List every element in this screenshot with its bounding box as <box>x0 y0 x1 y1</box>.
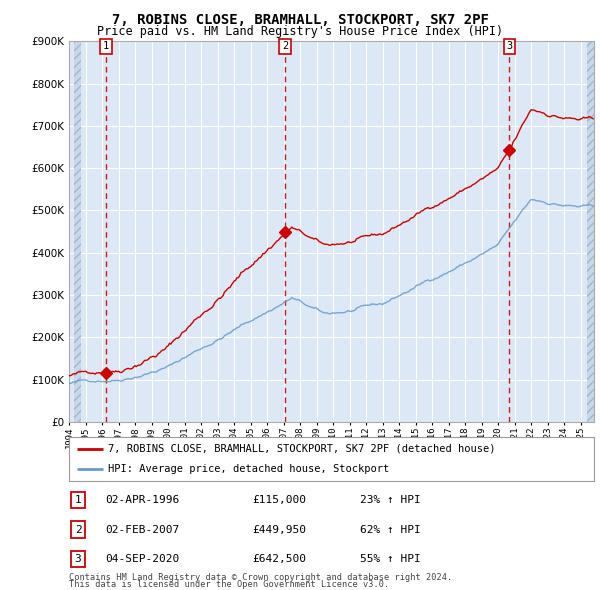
Text: This data is licensed under the Open Government Licence v3.0.: This data is licensed under the Open Gov… <box>69 580 389 589</box>
Text: 7, ROBINS CLOSE, BRAMHALL, STOCKPORT, SK7 2PF (detached house): 7, ROBINS CLOSE, BRAMHALL, STOCKPORT, SK… <box>109 444 496 454</box>
Text: 1: 1 <box>74 495 82 505</box>
Text: £115,000: £115,000 <box>252 495 306 505</box>
Text: Contains HM Land Registry data © Crown copyright and database right 2024.: Contains HM Land Registry data © Crown c… <box>69 573 452 582</box>
Text: 23% ↑ HPI: 23% ↑ HPI <box>360 495 421 505</box>
Text: 02-FEB-2007: 02-FEB-2007 <box>105 525 179 535</box>
Text: 55% ↑ HPI: 55% ↑ HPI <box>360 554 421 564</box>
Text: 3: 3 <box>506 41 512 51</box>
Text: £642,500: £642,500 <box>252 554 306 564</box>
Text: 2: 2 <box>74 525 82 535</box>
Text: Price paid vs. HM Land Registry's House Price Index (HPI): Price paid vs. HM Land Registry's House … <box>97 25 503 38</box>
Text: HPI: Average price, detached house, Stockport: HPI: Average price, detached house, Stoc… <box>109 464 389 474</box>
Text: 1: 1 <box>103 41 109 51</box>
Text: 7, ROBINS CLOSE, BRAMHALL, STOCKPORT, SK7 2PF: 7, ROBINS CLOSE, BRAMHALL, STOCKPORT, SK… <box>112 13 488 27</box>
Text: 2: 2 <box>282 41 288 51</box>
Text: 62% ↑ HPI: 62% ↑ HPI <box>360 525 421 535</box>
Bar <box>74 41 82 422</box>
Text: 02-APR-1996: 02-APR-1996 <box>105 495 179 505</box>
Text: £449,950: £449,950 <box>252 525 306 535</box>
Text: 3: 3 <box>74 554 82 564</box>
Bar <box>587 41 594 422</box>
Text: 04-SEP-2020: 04-SEP-2020 <box>105 554 179 564</box>
